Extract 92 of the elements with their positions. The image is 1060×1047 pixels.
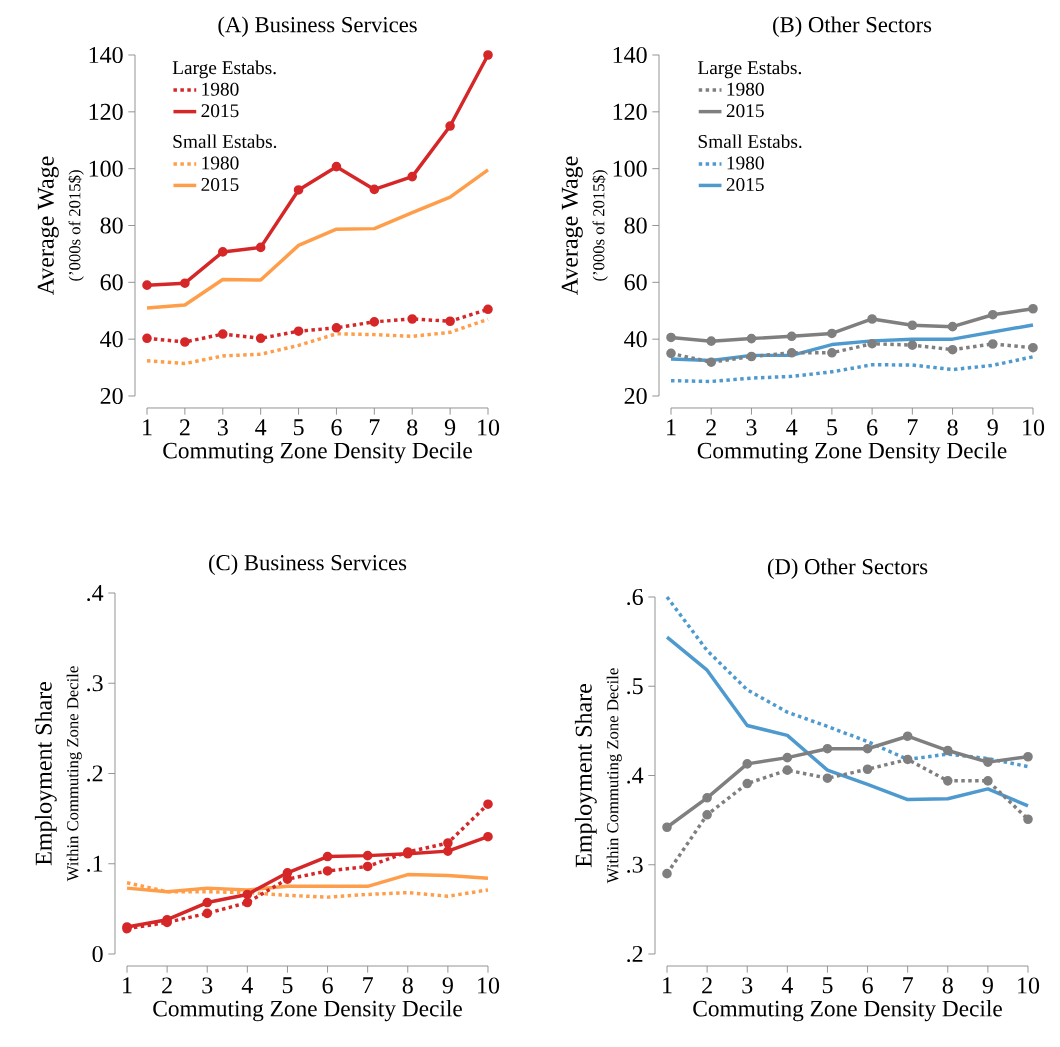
annotation: Small Estabs. [698, 134, 802, 149]
x-tick-label: 3 [746, 419, 757, 436]
x-tick-label: 8 [402, 977, 413, 994]
text: Within Commuting Zone Decile [606, 668, 622, 884]
y-tick-label: 120 [89, 103, 123, 120]
y-tick-label: 120 [613, 103, 647, 120]
x-tick-label: 1 [123, 977, 132, 994]
x-tick-label: 6 [331, 419, 342, 436]
annotation: Small Estabs. [173, 134, 277, 149]
x-tick-label: 7 [903, 977, 913, 994]
text: (’000s of 2015$) [68, 170, 84, 281]
y-tick-label: 80 [624, 217, 647, 234]
x-tick-label: 5 [827, 419, 837, 436]
chart-title: (B) Other Sectors [773, 16, 932, 37]
x-axis-title: Commuting Zone Density Decile [163, 442, 472, 464]
y-tick-label: 100 [613, 160, 647, 177]
text: (’000s of 2015$) [592, 170, 608, 281]
y-tick-label: 20 [100, 387, 123, 405]
x-tick-label: 10 [1023, 419, 1045, 436]
x-tick-label: 9 [444, 419, 456, 436]
y-tick-label: 140 [89, 46, 123, 64]
x-tick-label: 1 [663, 977, 672, 994]
text: Within Commuting Zone Decile [66, 666, 82, 882]
legend-label: 2015 [201, 104, 239, 118]
legend-label: 1980 [727, 156, 764, 170]
y-tick-label: 20 [624, 387, 647, 405]
x-tick-label: 9 [987, 419, 998, 436]
y-axis-title: Employment Share [574, 684, 597, 868]
y-tick-label: 140 [613, 46, 647, 64]
y-tick-label: 80 [100, 217, 123, 234]
legend-label: 1980 [202, 156, 239, 170]
x-tick-label: 4 [241, 977, 253, 994]
x-tick-label: 4 [781, 977, 793, 994]
x-tick-label: 7 [363, 977, 373, 994]
chart-title: (D) Other Sectors [767, 558, 928, 579]
y-tick-label: 100 [89, 160, 123, 177]
x-tick-label: 3 [742, 977, 753, 994]
y-tick-label: 40 [624, 331, 647, 348]
legend-label: 2015 [726, 104, 764, 118]
x-tick-label: 6 [862, 977, 873, 994]
x-tick-label: 5 [282, 977, 293, 994]
x-tick-label: 8 [942, 977, 953, 994]
x-tick-label: 10 [478, 419, 500, 436]
y-axis-title: Employment Share [34, 682, 57, 866]
x-tick-label: 4 [786, 419, 798, 436]
y-tick-label: .2 [87, 765, 103, 782]
annotation: Large Estabs. [698, 60, 802, 79]
y-tick-label: .2 [627, 945, 643, 963]
y-tick-label: .1 [87, 855, 103, 872]
y-tick-label: .4 [87, 584, 104, 602]
x-tick-label: 9 [442, 977, 453, 994]
x-tick-label: 1 [667, 419, 676, 436]
legend-label: 2015 [726, 177, 764, 192]
x-tick-label: 2 [179, 419, 190, 436]
y-tick-label: 60 [624, 274, 647, 291]
y-axis-title: Average Wage [561, 156, 583, 296]
annotation: Large Estabs. [172, 60, 276, 79]
x-tick-label: 6 [867, 419, 878, 436]
x-axis-title: Commuting Zone Density Decile [693, 1000, 1002, 1022]
x-tick-label: 1 [143, 419, 152, 436]
chart-title: (C) Business Services [209, 554, 407, 575]
x-tick-label: 3 [202, 977, 213, 994]
chart-title: (A) Business Services [218, 16, 417, 37]
x-tick-label: 5 [293, 419, 304, 436]
y-tick-label: .5 [627, 678, 643, 695]
x-tick-label: 3 [217, 419, 228, 436]
y-tick-label: 0 [92, 945, 103, 963]
legend-label: 2015 [201, 177, 239, 192]
y-tick-label: .3 [627, 856, 643, 873]
x-tick-label: 10 [478, 977, 500, 994]
y-tick-label: 60 [100, 274, 123, 291]
legend-label: 1980 [202, 82, 239, 96]
x-tick-label: 2 [162, 977, 172, 994]
x-tick-label: 9 [982, 977, 993, 994]
y-tick-label: .4 [627, 767, 644, 784]
x-tick-label: 5 [822, 977, 833, 994]
x-tick-label: 2 [706, 419, 716, 436]
legend-label: 1980 [727, 82, 764, 96]
x-tick-label: 7 [369, 419, 380, 436]
x-tick-label: 8 [947, 419, 958, 436]
y-tick-label: 40 [100, 331, 123, 348]
x-axis-title: Commuting Zone Density Decile [153, 1000, 462, 1022]
x-tick-label: 8 [407, 419, 418, 436]
x-tick-label: 2 [702, 977, 712, 994]
y-tick-label: .6 [627, 588, 643, 606]
x-tick-label: 10 [1018, 977, 1040, 994]
x-tick-label: 7 [907, 419, 918, 436]
x-tick-label: 6 [322, 977, 333, 994]
y-tick-label: .3 [87, 675, 103, 692]
x-axis-title: Commuting Zone Density Decile [697, 442, 1007, 464]
x-tick-label: 4 [255, 419, 267, 436]
y-axis-title: Average Wage [37, 156, 59, 296]
